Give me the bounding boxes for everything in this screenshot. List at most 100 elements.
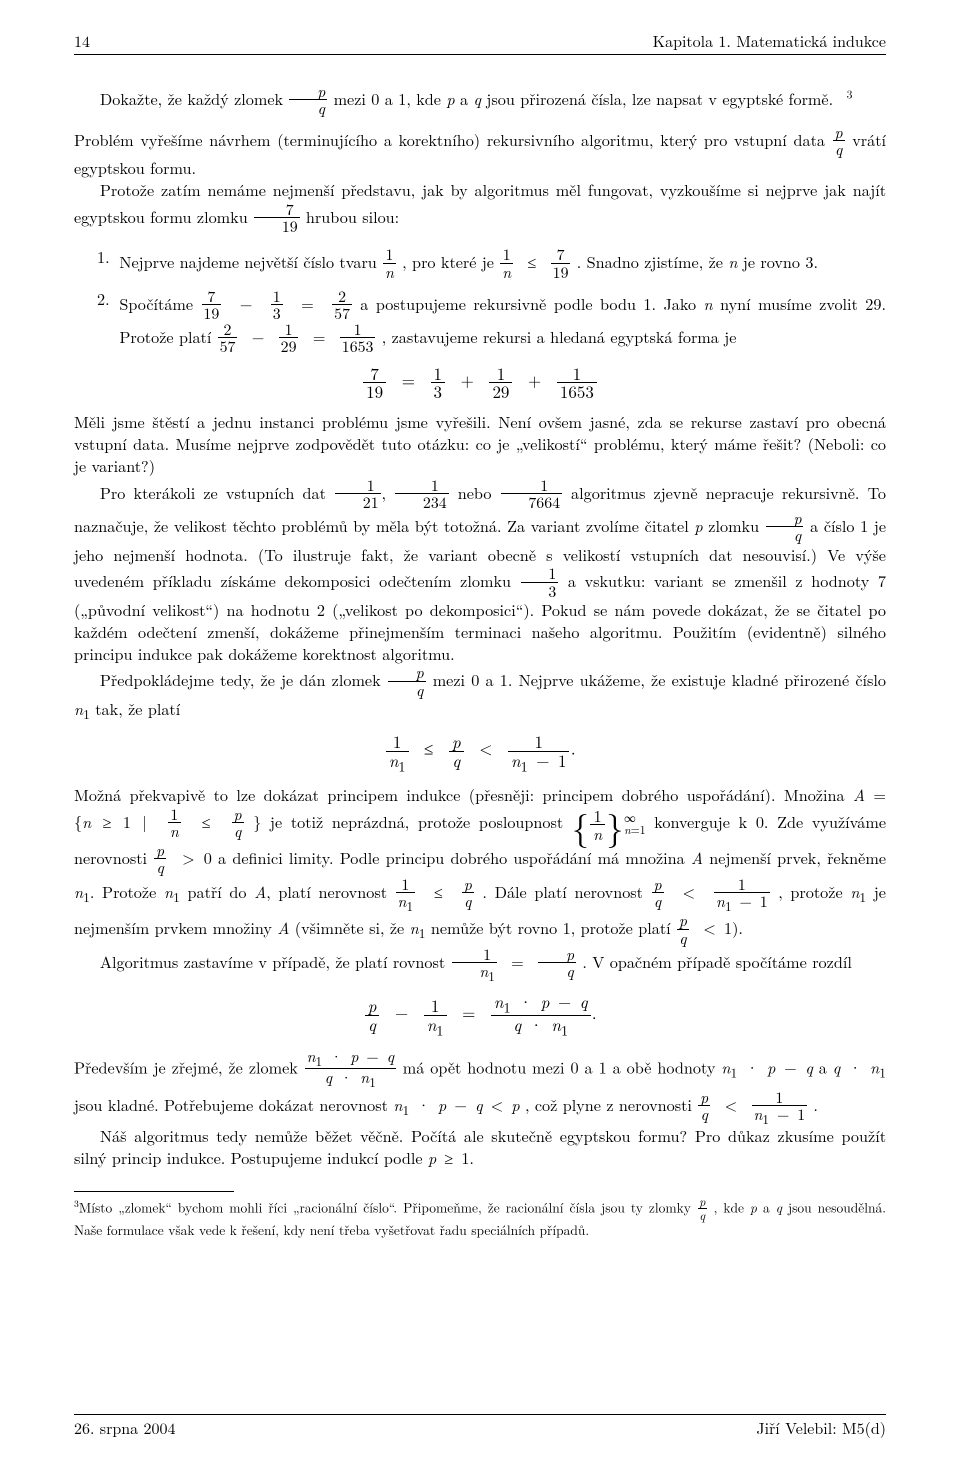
text: Nejprve najdeme největší číslo tvaru bbox=[119, 250, 382, 273]
text: = bbox=[865, 783, 886, 806]
text: je rovno 3. bbox=[737, 250, 818, 273]
text: a bbox=[455, 87, 474, 110]
para-termination-case: Algoritmus zastavíme v případě, že platí… bbox=[74, 946, 886, 983]
para-well-ordering: Možná překvapivě to lze dokázat principe… bbox=[74, 784, 886, 945]
item-number: 2. bbox=[74, 288, 119, 355]
footer-author: Jiří Velebil: M5(d) bbox=[756, 1417, 886, 1439]
chapter-title: Kapitola 1. Matematická indukce bbox=[653, 30, 886, 52]
fraction: 1n1 bbox=[396, 876, 415, 913]
page-number: 14 bbox=[74, 30, 90, 52]
sequence-1-over-n: { 1n } ∞n=1 bbox=[572, 807, 646, 842]
var-n: n bbox=[74, 697, 83, 720]
text: nebo bbox=[458, 481, 500, 504]
text: . bbox=[469, 1146, 474, 1169]
text: patří do bbox=[180, 880, 254, 903]
para-induction: Náš algoritmus tedy nemůže běžet věčně. … bbox=[74, 1125, 886, 1169]
fraction: 257 bbox=[332, 288, 352, 321]
item-body: Spočítáme 719 − 13 = 257 a postupujeme r… bbox=[119, 288, 886, 355]
para-positive-difference: Především je zřejmé, že zlomek n1 · p − … bbox=[74, 1048, 886, 1125]
fraction: pq bbox=[652, 876, 664, 909]
text: mezi 0 a 1, kde bbox=[334, 87, 447, 110]
footer-date: 26. srpna 2004 bbox=[74, 1417, 175, 1439]
text: jsou přirozená čísla, lze napsat v egypt… bbox=[486, 87, 833, 110]
text: má opět hodnotu mezi 0 a 1 a obě hodnoty bbox=[403, 1056, 722, 1079]
fraction: pq bbox=[232, 806, 244, 839]
fraction: pq bbox=[154, 842, 166, 875]
eq-symbol: = bbox=[301, 292, 314, 315]
text: a postupujeme rekursivně podle bodu 1. J… bbox=[360, 292, 703, 315]
display-difference: pq − 1n1 = n1 · p − qq · n1. bbox=[74, 993, 886, 1039]
minus-symbol: − bbox=[240, 292, 253, 315]
text: nejmenší prvek, řekněme bbox=[703, 846, 886, 869]
fraction-p-over-q: pq bbox=[766, 510, 804, 543]
text: jsou kladné. Potřebujeme dokázat nerovno… bbox=[74, 1093, 393, 1116]
text: , kde bbox=[714, 1198, 750, 1217]
fraction-p-over-q: pq bbox=[289, 83, 327, 116]
fraction: 1234 bbox=[395, 477, 448, 510]
fraction: 13 bbox=[521, 565, 559, 598]
para-claim: Dokažte, že každý zlomek pq mezi 0 a 1, … bbox=[74, 83, 886, 116]
footnote-rule bbox=[74, 1191, 234, 1192]
text: Spočítáme bbox=[119, 292, 200, 315]
fraction-7-19: 719 bbox=[254, 201, 300, 234]
para-variant-choice: Pro kterákoli ze vstupních dat 121, 1234… bbox=[74, 477, 886, 665]
fraction: n1 · p − qq · n1 bbox=[305, 1048, 396, 1088]
text: a definici limity. Podle principu dobréh… bbox=[218, 846, 691, 869]
var-p: p bbox=[446, 87, 454, 110]
item-body: Nejprve najdeme největší číslo tvaru 1n … bbox=[119, 246, 886, 279]
fraction: 11653 bbox=[340, 321, 376, 354]
running-footer: 26. srpna 2004 Jiří Velebil: M5(d) bbox=[74, 1414, 886, 1439]
var-p: p bbox=[694, 514, 702, 537]
text: nemůže být rovno 1, protože platí bbox=[425, 916, 676, 939]
item-number: 1. bbox=[74, 246, 119, 279]
para-variant-question: Měli jsme štěstí a jednu instanci problé… bbox=[74, 411, 886, 477]
fraction: 719 bbox=[202, 288, 222, 321]
header-rule bbox=[74, 54, 886, 55]
text: Náš algoritmus tedy nemůže běžet věčně. … bbox=[74, 1124, 886, 1169]
footnote-ref: 3 bbox=[838, 87, 852, 110]
text: ). bbox=[732, 916, 743, 939]
text: zlomku bbox=[703, 514, 765, 537]
text: . Dále platí nerovnost bbox=[482, 880, 650, 903]
text: , platí nerovnost bbox=[266, 880, 394, 903]
text: , pro které je bbox=[402, 250, 499, 273]
para-example-intro: Protože zatím nemáme nejmenší představu,… bbox=[74, 179, 886, 234]
list-item-1: 1. Nejprve najdeme největší číslo tvaru … bbox=[74, 246, 886, 279]
fraction: 129 bbox=[279, 321, 299, 354]
fraction: 17664 bbox=[501, 477, 562, 510]
leq-symbol: ≤ bbox=[527, 250, 536, 273]
para-assume-fraction: Předpokládejme tedy, že je dán zlomek pq… bbox=[74, 664, 886, 723]
text: tak, že platí bbox=[95, 697, 180, 720]
fraction: 257 bbox=[218, 321, 238, 354]
fraction-1-n: 1n bbox=[500, 246, 513, 279]
para-algorithm-intro: Problém vyřešíme návrhem (terminujícího … bbox=[74, 124, 886, 179]
list-item-2: 2. Spočítáme 719 − 13 = 257 a postupujem… bbox=[74, 288, 886, 355]
fraction: pq bbox=[698, 1195, 707, 1221]
text: , což plyne z nerovnosti bbox=[525, 1093, 697, 1116]
fraction-7-19: 719 bbox=[551, 246, 571, 279]
text: Předpokládejme tedy, že je dán zlomek bbox=[100, 668, 387, 691]
text: . Snadno zjistíme, že bbox=[577, 250, 729, 273]
display-equation-egyptian: 719 = 13 + 129 + 11653 bbox=[74, 365, 886, 402]
eq-symbol: = bbox=[313, 325, 326, 348]
fraction: 1n1 − 1 bbox=[714, 876, 769, 913]
text: (všimněte si, že bbox=[289, 916, 409, 939]
brace: { bbox=[74, 810, 82, 833]
text: Dokažte, že každý zlomek bbox=[100, 87, 289, 110]
text: , zastavujeme rekursi a hledaná egyptská… bbox=[382, 325, 737, 348]
fraction-p-over-q: pq bbox=[388, 664, 426, 697]
fraction-p-over-q: pq bbox=[833, 124, 845, 157]
text: Problém vyřešíme návrhem (terminujícího … bbox=[74, 128, 832, 151]
var-A: A bbox=[853, 783, 865, 806]
page: 14 Kapitola 1. Matematická indukce Dokaž… bbox=[0, 0, 960, 1459]
var-n: n bbox=[704, 292, 713, 315]
var-q: q bbox=[474, 87, 481, 110]
text: Místo „zlomek“ bychom mohli říci „racion… bbox=[79, 1198, 697, 1217]
running-header: 14 Kapitola 1. Matematická indukce bbox=[74, 30, 886, 52]
fraction: 1n bbox=[168, 806, 181, 839]
text: . V opačném případě spočítáme rozdíl bbox=[582, 950, 852, 973]
text: hrubou silou: bbox=[306, 205, 399, 228]
footnote-3: 3Místo „zlomek“ bychom mohli říci „racio… bbox=[74, 1195, 886, 1239]
display-inequality: 1n1 ≤ pq < 1n1 − 1. bbox=[74, 733, 886, 774]
fraction: 121 bbox=[335, 477, 381, 510]
